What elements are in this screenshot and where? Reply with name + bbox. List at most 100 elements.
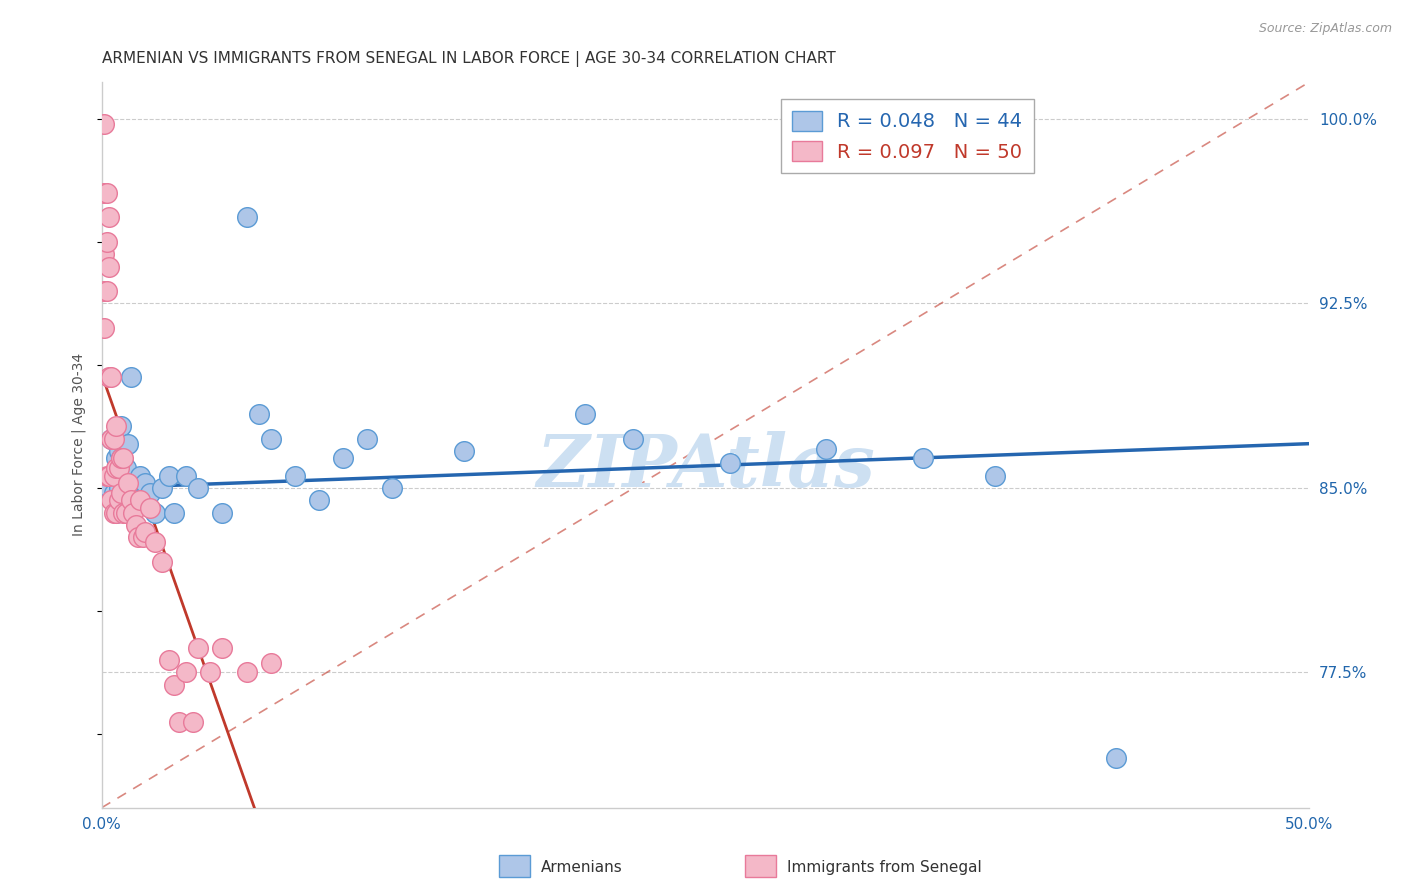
- Point: [96, 284, 118, 298]
- Point: [120, 493, 142, 508]
- Point: [143, 535, 166, 549]
- Point: [124, 517, 146, 532]
- Point: [574, 407, 596, 421]
- Point: [110, 451, 132, 466]
- Point: [97, 468, 120, 483]
- Point: [103, 506, 125, 520]
- Point: [815, 442, 838, 456]
- Point: [93, 186, 115, 200]
- Point: [110, 451, 132, 466]
- Point: [247, 407, 270, 421]
- Point: [260, 656, 283, 670]
- Point: [157, 653, 180, 667]
- Point: [150, 555, 173, 569]
- Legend: R = 0.048   N = 44, R = 0.097   N = 50: R = 0.048 N = 44, R = 0.097 N = 50: [780, 99, 1033, 173]
- Point: [129, 493, 152, 508]
- Point: [100, 370, 122, 384]
- Point: [107, 444, 129, 458]
- Point: [110, 486, 132, 500]
- Point: [96, 468, 118, 483]
- Point: [1105, 751, 1128, 765]
- Point: [150, 481, 173, 495]
- Point: [174, 468, 197, 483]
- Point: [122, 481, 145, 495]
- Point: [187, 481, 209, 495]
- Point: [132, 530, 155, 544]
- Point: [105, 451, 128, 466]
- Point: [97, 370, 120, 384]
- Y-axis label: In Labor Force | Age 30-34: In Labor Force | Age 30-34: [72, 353, 86, 536]
- Point: [911, 451, 934, 466]
- Point: [100, 432, 122, 446]
- Point: [163, 506, 186, 520]
- Point: [120, 370, 142, 384]
- Point: [100, 493, 122, 508]
- Point: [112, 506, 135, 520]
- Point: [96, 235, 118, 249]
- Text: ARMENIAN VS IMMIGRANTS FROM SENEGAL IN LABOR FORCE | AGE 30-34 CORRELATION CHART: ARMENIAN VS IMMIGRANTS FROM SENEGAL IN L…: [101, 51, 835, 67]
- Point: [211, 640, 233, 655]
- Point: [308, 493, 330, 508]
- Point: [107, 481, 129, 495]
- Point: [235, 665, 257, 680]
- Point: [621, 432, 644, 446]
- Point: [127, 493, 149, 508]
- Point: [139, 486, 162, 500]
- Point: [107, 493, 129, 508]
- Point: [129, 468, 152, 483]
- Point: [105, 461, 128, 475]
- Point: [115, 481, 138, 495]
- Point: [100, 432, 122, 446]
- Point: [134, 525, 156, 540]
- Point: [110, 419, 132, 434]
- Point: [356, 432, 378, 446]
- Point: [332, 451, 354, 466]
- Point: [93, 284, 115, 298]
- Point: [103, 468, 125, 483]
- Point: [96, 474, 118, 488]
- Point: [139, 500, 162, 515]
- Point: [984, 468, 1007, 483]
- Point: [235, 211, 257, 225]
- Text: Immigrants from Senegal: Immigrants from Senegal: [787, 861, 983, 875]
- Point: [453, 444, 475, 458]
- Point: [183, 714, 205, 729]
- Point: [200, 665, 222, 680]
- Point: [103, 432, 125, 446]
- Point: [211, 506, 233, 520]
- Point: [115, 506, 138, 520]
- Point: [157, 468, 180, 483]
- Point: [260, 432, 283, 446]
- Point: [103, 486, 125, 500]
- Point: [115, 461, 138, 475]
- Point: [284, 468, 307, 483]
- Point: [93, 247, 115, 261]
- Point: [163, 678, 186, 692]
- Point: [93, 321, 115, 335]
- Point: [117, 476, 139, 491]
- Point: [112, 486, 135, 500]
- Point: [174, 665, 197, 680]
- Point: [122, 506, 145, 520]
- Point: [143, 506, 166, 520]
- Point: [93, 117, 115, 131]
- Text: Armenians: Armenians: [541, 861, 623, 875]
- Point: [187, 640, 209, 655]
- Point: [117, 436, 139, 450]
- Point: [127, 530, 149, 544]
- Text: Source: ZipAtlas.com: Source: ZipAtlas.com: [1258, 22, 1392, 36]
- Point: [112, 451, 135, 466]
- Point: [167, 714, 190, 729]
- Point: [97, 260, 120, 274]
- Point: [97, 211, 120, 225]
- Point: [105, 419, 128, 434]
- Point: [380, 481, 402, 495]
- Point: [718, 456, 741, 470]
- Point: [105, 506, 128, 520]
- Point: [103, 468, 125, 483]
- Point: [134, 476, 156, 491]
- Text: ZIPAtlas: ZIPAtlas: [536, 431, 875, 502]
- Point: [96, 186, 118, 200]
- Point: [105, 506, 128, 520]
- Point: [97, 481, 120, 495]
